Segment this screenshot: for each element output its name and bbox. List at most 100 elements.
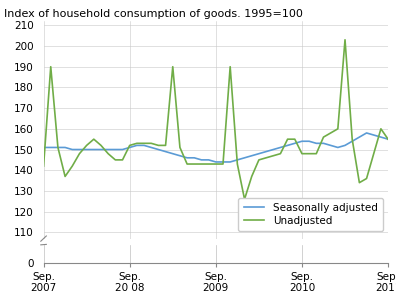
Unadjusted bbox=[285, 137, 290, 141]
Unadjusted bbox=[206, 162, 211, 166]
Unadjusted bbox=[213, 162, 218, 166]
Seasonally adjusted bbox=[177, 154, 182, 158]
Unadjusted bbox=[328, 131, 333, 135]
Seasonally adjusted bbox=[228, 160, 232, 164]
Seasonally adjusted bbox=[292, 142, 297, 145]
Seasonally adjusted bbox=[206, 158, 211, 162]
Seasonally adjusted bbox=[300, 140, 305, 143]
Unadjusted bbox=[113, 158, 118, 162]
Unadjusted bbox=[41, 164, 46, 168]
Seasonally adjusted bbox=[113, 148, 118, 151]
Unadjusted bbox=[335, 127, 340, 131]
Seasonally adjusted bbox=[285, 143, 290, 147]
Seasonally adjusted bbox=[70, 148, 74, 151]
Line: Unadjusted: Unadjusted bbox=[44, 40, 388, 199]
Seasonally adjusted bbox=[257, 152, 261, 156]
Unadjusted bbox=[386, 137, 390, 141]
Unadjusted bbox=[343, 38, 347, 42]
Seasonally adjusted bbox=[264, 150, 268, 153]
Seasonally adjusted bbox=[91, 148, 96, 151]
Unadjusted bbox=[364, 177, 369, 180]
Unadjusted bbox=[156, 143, 161, 147]
Unadjusted bbox=[221, 162, 225, 166]
Unadjusted bbox=[185, 162, 189, 166]
Seasonally adjusted bbox=[249, 154, 254, 158]
Seasonally adjusted bbox=[149, 146, 154, 149]
Seasonally adjusted bbox=[199, 158, 204, 162]
Unadjusted bbox=[135, 142, 139, 145]
Seasonally adjusted bbox=[170, 152, 175, 156]
Seasonally adjusted bbox=[48, 146, 53, 149]
Legend: Seasonally adjusted, Unadjusted: Seasonally adjusted, Unadjusted bbox=[238, 198, 383, 231]
Unadjusted bbox=[106, 152, 110, 156]
Unadjusted bbox=[177, 146, 182, 149]
Unadjusted bbox=[48, 65, 53, 69]
Unadjusted bbox=[314, 152, 319, 156]
Seasonally adjusted bbox=[142, 143, 147, 147]
Seasonally adjusted bbox=[55, 146, 60, 149]
Seasonally adjusted bbox=[63, 146, 67, 149]
Seasonally adjusted bbox=[321, 142, 326, 145]
Unadjusted bbox=[120, 158, 125, 162]
Unadjusted bbox=[321, 135, 326, 139]
Unadjusted bbox=[163, 143, 168, 147]
Unadjusted bbox=[91, 137, 96, 141]
Line: Seasonally adjusted: Seasonally adjusted bbox=[44, 133, 388, 162]
Seasonally adjusted bbox=[379, 135, 383, 139]
Seasonally adjusted bbox=[120, 148, 125, 151]
Text: Index of household consumption of goods. 1995=100: Index of household consumption of goods.… bbox=[4, 9, 303, 19]
Seasonally adjusted bbox=[185, 156, 189, 160]
Unadjusted bbox=[99, 143, 103, 147]
Unadjusted bbox=[264, 156, 268, 160]
Seasonally adjusted bbox=[314, 142, 319, 145]
Seasonally adjusted bbox=[235, 158, 240, 162]
Seasonally adjusted bbox=[77, 148, 82, 151]
Seasonally adjusted bbox=[278, 146, 283, 149]
Seasonally adjusted bbox=[163, 150, 168, 153]
Unadjusted bbox=[77, 152, 82, 156]
Seasonally adjusted bbox=[84, 148, 89, 151]
Seasonally adjusted bbox=[364, 131, 369, 135]
Seasonally adjusted bbox=[386, 137, 390, 141]
Unadjusted bbox=[242, 198, 247, 201]
Seasonally adjusted bbox=[350, 140, 354, 143]
Seasonally adjusted bbox=[213, 160, 218, 164]
Unadjusted bbox=[63, 175, 67, 178]
Unadjusted bbox=[257, 158, 261, 162]
Seasonally adjusted bbox=[271, 148, 276, 151]
Unadjusted bbox=[278, 152, 283, 156]
Unadjusted bbox=[379, 127, 383, 131]
Unadjusted bbox=[371, 152, 376, 156]
Unadjusted bbox=[199, 162, 204, 166]
Unadjusted bbox=[55, 146, 60, 149]
Seasonally adjusted bbox=[307, 140, 312, 143]
Seasonally adjusted bbox=[106, 148, 110, 151]
Unadjusted bbox=[350, 137, 354, 141]
Seasonally adjusted bbox=[135, 143, 139, 147]
Unadjusted bbox=[271, 154, 276, 158]
Unadjusted bbox=[235, 162, 240, 166]
Seasonally adjusted bbox=[192, 156, 197, 160]
Unadjusted bbox=[228, 65, 232, 69]
Unadjusted bbox=[249, 175, 254, 178]
Unadjusted bbox=[84, 143, 89, 147]
Unadjusted bbox=[292, 137, 297, 141]
Seasonally adjusted bbox=[242, 156, 247, 160]
Unadjusted bbox=[357, 181, 362, 185]
Unadjusted bbox=[300, 152, 305, 156]
Unadjusted bbox=[142, 142, 147, 145]
Unadjusted bbox=[128, 143, 132, 147]
Unadjusted bbox=[70, 164, 74, 168]
Unadjusted bbox=[192, 162, 197, 166]
Unadjusted bbox=[307, 152, 312, 156]
Seasonally adjusted bbox=[371, 133, 376, 137]
Seasonally adjusted bbox=[221, 160, 225, 164]
Seasonally adjusted bbox=[343, 143, 347, 147]
Seasonally adjusted bbox=[128, 146, 132, 149]
Seasonally adjusted bbox=[41, 146, 46, 149]
Seasonally adjusted bbox=[99, 148, 103, 151]
Seasonally adjusted bbox=[156, 148, 161, 151]
Seasonally adjusted bbox=[357, 135, 362, 139]
Seasonally adjusted bbox=[328, 143, 333, 147]
Seasonally adjusted bbox=[335, 146, 340, 149]
